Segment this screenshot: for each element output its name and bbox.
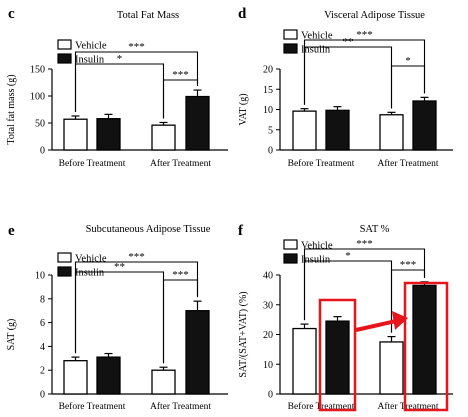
- significance-label: ***: [172, 269, 189, 281]
- significance-bracket: [303, 248, 426, 321]
- bar-insulin-before: [96, 118, 121, 151]
- legend-swatch: [283, 43, 298, 54]
- y-tick-label: 6: [40, 318, 45, 329]
- legend-label: Insulin: [75, 268, 105, 279]
- x-category-label: After Treatment: [150, 158, 211, 169]
- legend-label: Vehicle: [301, 31, 333, 42]
- y-tick-label: 10: [263, 105, 273, 116]
- bar-insulin-after: [185, 95, 210, 151]
- legend-label: Insulin: [75, 55, 105, 66]
- bar-vehicle-after: [379, 114, 404, 151]
- x-category-label: Before Treatment: [59, 401, 126, 412]
- bar-insulin-after: [412, 100, 437, 151]
- highlight-arrow-head: [392, 311, 408, 330]
- legend-swatch: [57, 53, 72, 64]
- significance-bracket: [74, 63, 165, 119]
- legend-label: Vehicle: [75, 254, 107, 265]
- y-tick-label: 20: [263, 330, 273, 341]
- bar-insulin-after: [185, 310, 210, 395]
- x-category-label: Before Treatment: [288, 158, 355, 169]
- significance-bracket: [74, 51, 199, 112]
- legend-swatch: [283, 239, 298, 250]
- significance-bracket: [390, 65, 426, 109]
- y-tick-label: 0: [268, 390, 273, 401]
- bar-vehicle-before: [292, 327, 317, 395]
- y-tick-label: 0: [268, 146, 273, 157]
- significance-bracket: [303, 46, 393, 109]
- y-axis-label: SAT (g): [6, 319, 17, 351]
- panel-letter: d: [238, 6, 247, 22]
- bar-vehicle-after: [151, 369, 176, 395]
- y-tick-label: 5: [268, 125, 273, 136]
- legend-label: Vehicle: [301, 241, 333, 252]
- significance-bracket: [74, 271, 165, 364]
- bar-vehicle-before: [292, 110, 317, 151]
- highlight-box-after-insulin: [403, 281, 449, 412]
- panel-letter: c: [8, 6, 15, 22]
- legend-swatch: [57, 252, 72, 263]
- bar-vehicle-after: [379, 341, 404, 395]
- legend-swatch: [57, 39, 72, 50]
- y-axis-label: VAT (g): [238, 93, 249, 125]
- significance-bracket: [390, 269, 426, 333]
- chart-title: Subcutaneous Adipose Tissue: [86, 224, 211, 235]
- significance-label: ***: [356, 29, 373, 41]
- bar-vehicle-before: [63, 360, 88, 395]
- significance-label: ***: [356, 238, 373, 250]
- bar-insulin-after: [412, 284, 437, 395]
- bar-vehicle-before: [63, 118, 88, 151]
- y-tick-label: 20: [263, 65, 273, 76]
- highlight-arrow-shaft: [355, 319, 397, 332]
- bar-insulin-before: [325, 320, 350, 395]
- y-tick-label: 30: [263, 300, 273, 311]
- significance-label: ***: [128, 251, 145, 263]
- chart-title: SAT %: [360, 224, 390, 235]
- x-category-label: After Treatment: [378, 401, 439, 412]
- x-category-label: Before Treatment: [59, 158, 126, 169]
- y-tick-label: 40: [263, 271, 273, 282]
- y-tick-label: 100: [30, 92, 45, 103]
- panel-letter: e: [8, 223, 15, 239]
- y-axis-label: SAT/(SAT+VAT) (%): [238, 291, 249, 377]
- panel-letter: f: [238, 223, 244, 239]
- significance-bracket: [162, 79, 199, 119]
- bar-insulin-before: [325, 109, 350, 151]
- significance-label: ***: [128, 41, 145, 53]
- significance-label: ***: [172, 69, 189, 81]
- significance-label: *: [117, 53, 123, 65]
- y-tick-label: 0: [40, 390, 45, 401]
- y-tick-label: 15: [263, 85, 273, 96]
- y-tick-label: 0: [40, 146, 45, 157]
- y-tick-label: 2: [40, 366, 45, 377]
- y-tick-label: 150: [30, 65, 45, 76]
- x-category-label: After Treatment: [378, 158, 439, 169]
- significance-label: **: [114, 261, 125, 273]
- legend-label: Insulin: [301, 45, 331, 56]
- bar-insulin-before: [96, 356, 121, 395]
- y-tick-label: 8: [40, 294, 45, 305]
- legend-swatch: [57, 266, 72, 277]
- chart-title: Visceral Adipose Tissue: [324, 10, 425, 21]
- significance-label: *: [345, 250, 351, 262]
- legend-label: Vehicle: [75, 41, 107, 52]
- legend-label: Insulin: [301, 255, 331, 266]
- y-tick-label: 10: [263, 360, 273, 371]
- y-tick-label: 4: [40, 342, 45, 353]
- chart-title: Total Fat Mass: [117, 10, 179, 21]
- significance-label: *: [405, 55, 411, 67]
- bar-vehicle-after: [151, 124, 176, 151]
- significance-label: **: [343, 36, 354, 48]
- significance-label: ***: [400, 259, 417, 271]
- x-category-label: After Treatment: [150, 401, 211, 412]
- legend-swatch: [283, 29, 298, 40]
- legend-swatch: [283, 253, 298, 264]
- significance-bracket: [162, 279, 199, 364]
- y-axis-label: Total fat mass (g): [6, 74, 17, 144]
- highlight-box-before-insulin: [318, 298, 357, 412]
- y-tick-label: 50: [35, 119, 45, 130]
- y-tick-label: 10: [35, 271, 45, 282]
